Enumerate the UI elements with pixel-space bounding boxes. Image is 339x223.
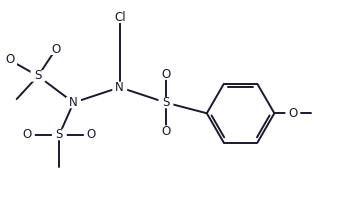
Text: O: O: [288, 107, 297, 120]
Text: O: O: [51, 43, 60, 56]
FancyBboxPatch shape: [159, 97, 174, 108]
Text: O: O: [5, 54, 14, 66]
FancyBboxPatch shape: [66, 97, 81, 108]
Text: O: O: [87, 128, 96, 141]
FancyBboxPatch shape: [48, 44, 63, 55]
FancyBboxPatch shape: [20, 129, 35, 140]
Text: S: S: [56, 128, 63, 141]
FancyBboxPatch shape: [159, 68, 174, 80]
FancyBboxPatch shape: [31, 70, 45, 82]
Text: N: N: [115, 81, 124, 94]
FancyBboxPatch shape: [159, 125, 174, 137]
Text: O: O: [161, 68, 171, 81]
Text: S: S: [34, 69, 42, 83]
Text: O: O: [23, 128, 32, 141]
FancyBboxPatch shape: [2, 54, 17, 66]
Text: Cl: Cl: [114, 11, 125, 24]
FancyBboxPatch shape: [52, 129, 67, 140]
Text: N: N: [69, 96, 78, 109]
FancyBboxPatch shape: [84, 129, 99, 140]
Text: O: O: [161, 125, 171, 138]
FancyBboxPatch shape: [112, 82, 127, 93]
FancyBboxPatch shape: [109, 12, 131, 23]
FancyBboxPatch shape: [285, 107, 300, 119]
Text: S: S: [162, 96, 170, 109]
